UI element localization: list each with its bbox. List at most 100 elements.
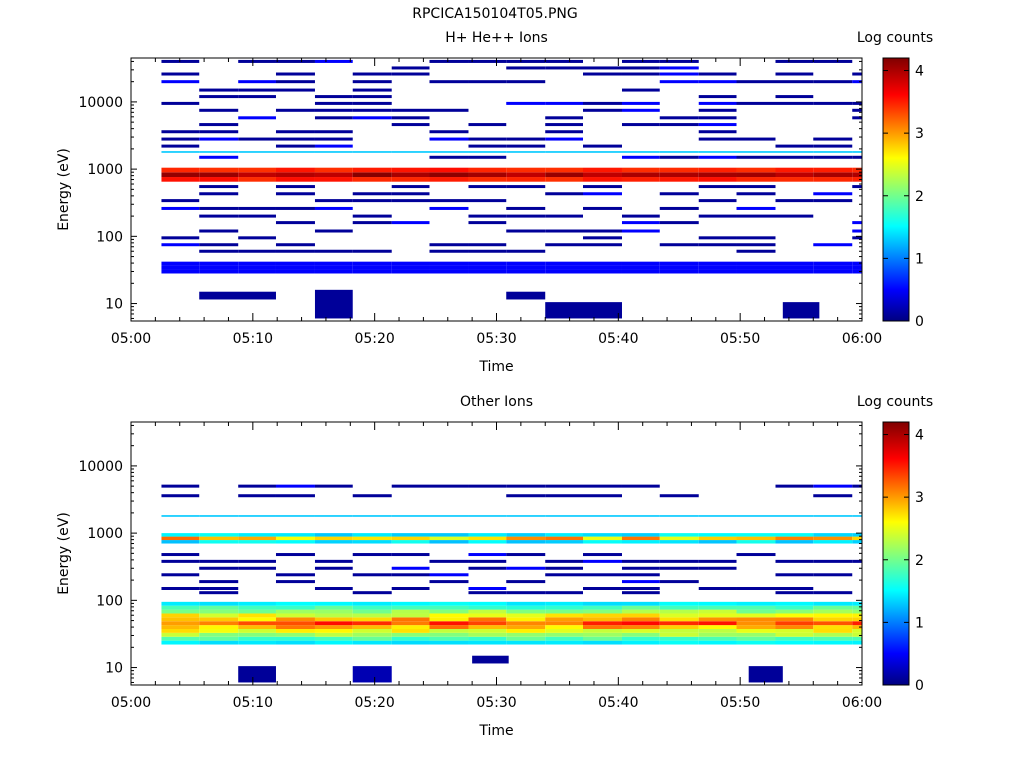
heatmap-cell xyxy=(775,586,814,590)
heatmap-cell xyxy=(314,229,353,233)
heatmap-cell xyxy=(813,617,853,622)
heatmap-cell xyxy=(583,636,622,641)
heatmap-cell xyxy=(161,636,200,641)
heatmap-cell xyxy=(506,591,546,595)
heatmap-cell xyxy=(199,617,239,622)
heatmap-cell xyxy=(468,640,507,645)
heatmap-cell xyxy=(352,177,392,182)
heatmap-cell xyxy=(736,265,776,270)
x-tick-label: 05:50 xyxy=(720,695,760,711)
heatmap-cell xyxy=(621,617,660,622)
heatmap-cell xyxy=(429,249,469,253)
heatmap-cell xyxy=(506,553,546,557)
heatmap-cell xyxy=(852,72,862,76)
heatmap-cell xyxy=(659,559,699,563)
heatmap-cell xyxy=(698,586,737,590)
heatmap-cell xyxy=(775,95,814,99)
heatmap-cell xyxy=(852,261,862,266)
heatmap-cell xyxy=(698,609,737,614)
heatmap-cell xyxy=(583,236,622,240)
heatmap-cell xyxy=(621,536,660,541)
heatmap-cell xyxy=(659,269,699,274)
heatmap-cell xyxy=(583,609,622,614)
heatmap-cell xyxy=(352,533,392,537)
x-tick-label: 05:20 xyxy=(354,331,394,347)
heatmap-cell xyxy=(199,625,239,630)
heatmap-cell xyxy=(275,580,315,584)
heatmap-cell xyxy=(314,536,353,541)
heatmap-cell xyxy=(352,666,392,683)
heatmap-cell xyxy=(238,116,276,120)
heatmap-cell xyxy=(698,108,737,112)
heatmap-cell xyxy=(506,80,546,84)
heatmap-cell xyxy=(659,59,699,63)
heatmap-cell xyxy=(698,167,737,173)
heatmap-cell xyxy=(275,629,315,633)
heatmap-cell xyxy=(813,625,853,630)
heatmap-cell xyxy=(275,108,315,112)
heatmap-cell xyxy=(852,540,862,544)
heatmap-cell xyxy=(352,265,392,270)
heatmap-cell xyxy=(314,632,353,637)
heatmap-cell xyxy=(659,221,699,225)
heatmap-cell xyxy=(698,269,737,274)
heatmap-cell xyxy=(352,167,392,173)
heatmap-cell xyxy=(852,621,862,626)
heatmap-cell xyxy=(161,536,200,541)
heatmap-cell xyxy=(506,137,546,141)
heatmap-cell xyxy=(314,605,353,610)
heatmap-cell xyxy=(161,243,200,247)
heatmap-cell xyxy=(813,192,853,196)
heatmap-cell xyxy=(545,573,584,577)
heatmap-cell xyxy=(775,629,814,633)
heatmap-cell xyxy=(199,229,239,233)
heatmap-cell xyxy=(391,640,430,645)
heatmap-cell xyxy=(429,155,469,159)
heatmap-cell xyxy=(314,559,353,563)
heatmap-cell xyxy=(352,515,392,517)
heatmap-cells xyxy=(161,59,862,319)
colorbar-tick-label: 1 xyxy=(915,615,924,631)
heatmap-cell xyxy=(506,66,546,70)
heatmap-cell xyxy=(813,172,853,178)
heatmap-cell xyxy=(429,515,469,517)
heatmap-cell xyxy=(199,636,239,641)
heatmap-cell xyxy=(238,494,276,498)
heatmap-cell xyxy=(506,261,546,266)
heatmap-cell xyxy=(698,613,737,618)
colorbar-tick-label: 3 xyxy=(915,490,924,506)
heatmap-cell xyxy=(659,494,699,498)
heatmap-cell xyxy=(545,613,584,618)
heatmap-cell xyxy=(775,559,814,563)
heatmap-cell xyxy=(506,229,546,233)
heatmap-cell xyxy=(852,229,862,233)
heatmap-cell xyxy=(391,221,430,225)
heatmap-cell xyxy=(352,613,392,618)
heatmap-cell xyxy=(736,236,776,240)
heatmap-cell xyxy=(314,137,353,141)
heatmap-cell xyxy=(736,515,776,517)
heatmap-cell xyxy=(275,80,315,84)
heatmap-cell xyxy=(698,632,737,637)
heatmap-cell xyxy=(775,261,814,266)
heatmap-cell xyxy=(275,515,315,517)
heatmap-cell xyxy=(545,265,584,270)
heatmap-cell xyxy=(314,621,353,626)
heatmap-cell xyxy=(659,617,699,622)
heatmap-cell xyxy=(391,536,430,541)
heatmap-cell xyxy=(736,177,776,182)
heatmap-cell xyxy=(659,613,699,618)
heatmap-cell xyxy=(314,566,353,570)
heatmap-cell xyxy=(583,625,622,630)
heatmap-cell xyxy=(199,515,239,517)
heatmap-cell xyxy=(275,221,315,225)
heatmap-cell xyxy=(545,137,584,141)
heatmap-cells xyxy=(161,484,862,683)
heatmap-cell xyxy=(813,80,853,84)
heatmap-cell xyxy=(736,629,776,633)
heatmap-cell xyxy=(314,289,353,319)
heatmap-cell xyxy=(583,586,622,590)
heatmap-cell xyxy=(698,625,737,630)
heatmap-cell xyxy=(238,613,276,618)
x-tick-label: 05:30 xyxy=(476,331,516,347)
